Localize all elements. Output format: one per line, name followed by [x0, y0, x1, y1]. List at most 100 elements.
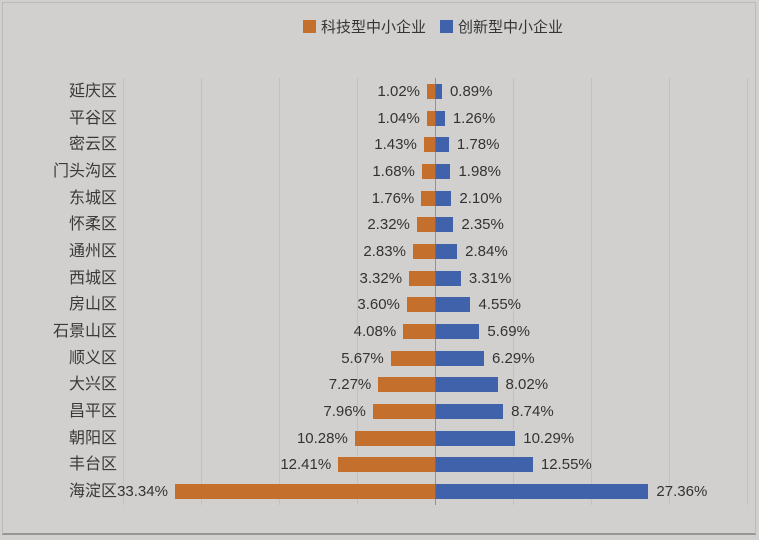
- chart-row: 昌平区 7.96% 8.74%: [0, 398, 759, 425]
- bar-innov: [435, 457, 533, 473]
- gridline: [591, 78, 592, 505]
- value-label-tech: 10.28%: [296, 429, 348, 447]
- zero-axis-seam: [434, 78, 436, 505]
- value-label-tech: 4.08%: [353, 323, 397, 341]
- value-label-innov: 2.84%: [465, 242, 508, 260]
- value-label-innov: 12.55%: [540, 456, 592, 474]
- chart-row: 延庆区 1.02% 0.89%: [0, 78, 759, 105]
- chart-row: 东城区 1.76% 2.10%: [0, 185, 759, 212]
- bar-innov: [435, 83, 442, 99]
- gridline: [513, 78, 514, 505]
- bar-innov: [435, 324, 480, 340]
- value-label-innov: 3.31%: [468, 269, 512, 287]
- chart-row: 丰台区 12.41% 12.55%: [0, 451, 759, 478]
- bar-tech: [174, 484, 435, 500]
- bar-tech: [421, 163, 435, 179]
- value-label-innov: 27.36%: [656, 483, 708, 501]
- bar-innov: [435, 270, 461, 286]
- category-label: 昌平区: [68, 403, 117, 421]
- bar-innov: [435, 110, 445, 126]
- chart-row: 房山区 3.60% 4.55%: [0, 291, 759, 318]
- value-label-innov: 4.55%: [478, 296, 522, 314]
- value-label-tech: 1.04%: [377, 109, 420, 127]
- bar-innov: [435, 243, 458, 259]
- category-label: 门头沟区: [52, 162, 117, 180]
- value-label-tech: 3.60%: [357, 296, 400, 314]
- value-label-tech: 1.68%: [372, 162, 415, 180]
- chart-row: 顺义区 5.67% 6.29%: [0, 345, 759, 372]
- category-label: 大兴区: [68, 376, 117, 394]
- chart-legend: 科技型中小企业 创新型中小企业: [303, 16, 563, 37]
- chart-row: 门头沟区 1.68% 1.98%: [0, 158, 759, 185]
- value-label-innov: 0.89%: [449, 82, 493, 100]
- category-label: 顺义区: [68, 349, 117, 367]
- bar-innov: [435, 430, 516, 446]
- chart-row: 西城区 3.32% 3.31%: [0, 265, 759, 292]
- category-label: 西城区: [68, 269, 117, 287]
- chart-row: 密云区 1.43% 1.78%: [0, 131, 759, 158]
- category-label: 海淀区: [68, 483, 117, 501]
- value-label-tech: 1.02%: [377, 82, 421, 100]
- chart-row: 通州区 2.83% 2.84%: [0, 238, 759, 265]
- bar-tech: [421, 190, 435, 206]
- bar-tech: [338, 457, 435, 473]
- bar-innov: [435, 217, 454, 233]
- bar-innov: [435, 484, 649, 500]
- bar-tech: [426, 110, 435, 126]
- value-label-innov: 10.29%: [523, 429, 575, 447]
- gridline: [747, 78, 748, 505]
- gridline: [279, 78, 280, 505]
- value-label-innov: 2.10%: [459, 189, 502, 207]
- chart-row: 石景山区 4.08% 5.69%: [0, 318, 759, 345]
- category-label: 石景山区: [52, 323, 117, 341]
- gridline: [357, 78, 358, 505]
- value-label-innov: 5.69%: [487, 323, 530, 341]
- bar-innov: [435, 350, 485, 366]
- value-label-tech: 12.41%: [280, 456, 332, 474]
- value-label-innov: 6.29%: [492, 349, 535, 367]
- bar-innov: [435, 297, 471, 313]
- bar-innov: [435, 404, 504, 420]
- value-label-tech: 2.32%: [367, 216, 410, 234]
- bar-tech: [378, 377, 435, 393]
- legend-swatch-tech: [303, 20, 316, 33]
- value-label-tech: 1.43%: [374, 136, 417, 154]
- value-label-tech: 33.34%: [117, 483, 168, 501]
- category-axis-line: [435, 78, 436, 505]
- category-label: 东城区: [68, 189, 117, 207]
- category-label: 朝阳区: [68, 429, 117, 447]
- bar-tech: [416, 217, 435, 233]
- bar-tech: [354, 430, 435, 446]
- value-label-innov: 1.78%: [456, 136, 500, 154]
- bar-tech: [372, 404, 435, 420]
- category-label: 丰台区: [68, 456, 117, 474]
- value-label-tech: 1.76%: [371, 189, 415, 207]
- bar-tech: [406, 297, 435, 313]
- bar-tech: [409, 270, 435, 286]
- value-label-innov: 1.98%: [458, 162, 501, 180]
- legend-label-innov: 创新型中小企业: [458, 19, 564, 36]
- bar-tech: [412, 243, 435, 259]
- category-label: 平谷区: [68, 109, 117, 127]
- bar-innov: [435, 377, 498, 393]
- value-label-tech: 2.83%: [363, 242, 406, 260]
- legend-item-innov: 创新型中小企业: [440, 16, 563, 37]
- bar-innov: [435, 163, 451, 179]
- chart-row: 平谷区 1.04% 1.26%: [0, 105, 759, 132]
- bar-innov: [435, 190, 452, 206]
- category-label: 密云区: [68, 136, 117, 154]
- gridline: [669, 78, 670, 505]
- chart-row: 怀柔区 2.32% 2.35%: [0, 211, 759, 238]
- bar-tech: [390, 350, 435, 366]
- value-label-tech: 7.27%: [328, 376, 372, 394]
- bar-tech: [423, 137, 435, 153]
- category-label: 延庆区: [68, 82, 117, 100]
- bar-innov: [435, 137, 449, 153]
- legend-item-tech: 科技型中小企业: [303, 16, 426, 37]
- bar-tech: [427, 83, 435, 99]
- gridline: [201, 78, 202, 505]
- value-label-innov: 1.26%: [452, 109, 496, 127]
- bar-tech: [403, 324, 435, 340]
- chart-row: 大兴区 7.27% 8.02%: [0, 371, 759, 398]
